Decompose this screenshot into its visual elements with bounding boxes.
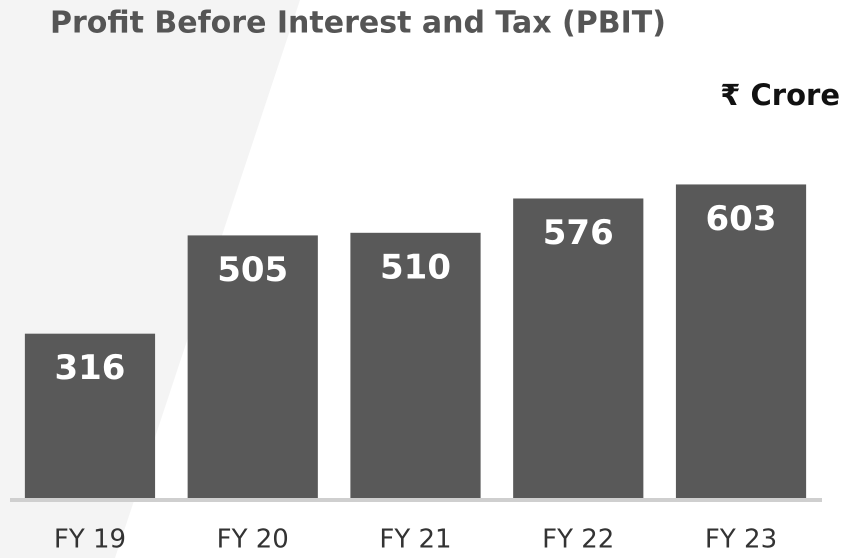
bar (675, 184, 807, 498)
x-tick-label: FY 19 (54, 525, 126, 555)
bar (513, 198, 644, 499)
data-label: 576 (543, 213, 614, 253)
x-tick-label: FY 20 (217, 525, 289, 555)
bar (24, 333, 156, 498)
unit-label: ₹ Crore (720, 78, 840, 112)
data-label: 603 (706, 199, 777, 239)
chart-title: Profit Before Interest and Tax (PBIT) (50, 6, 666, 41)
bar (350, 232, 481, 499)
x-tick-label: FY 21 (379, 525, 451, 555)
data-label: 510 (380, 247, 451, 287)
bar (187, 235, 318, 498)
x-tick-label: FY 22 (542, 525, 614, 555)
x-tick-label: FY 23 (705, 525, 777, 555)
data-label: 505 (217, 250, 288, 290)
data-label: 316 (54, 348, 125, 388)
